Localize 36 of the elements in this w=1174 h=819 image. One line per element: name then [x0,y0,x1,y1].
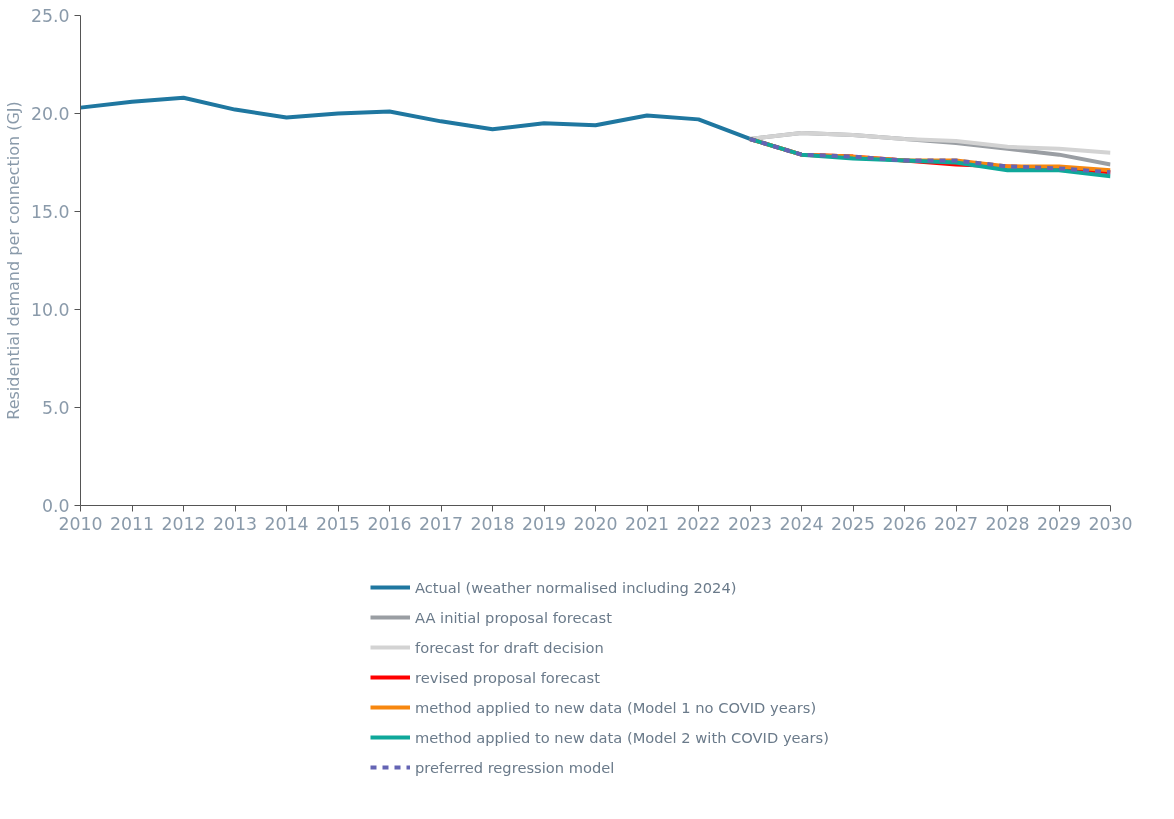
y-tick-label: 15.0 [30,202,70,222]
x-tick-label: 2016 [367,513,412,534]
x-tick-label: 2022 [676,513,721,534]
x-tick-label: 2025 [830,513,876,534]
legend-label: method applied to new data (Model 2 with COVID years) [415,728,829,746]
legend-label: revised proposal forecast [415,668,600,686]
y-tick-label: 0.0 [41,496,70,516]
legend-label: method applied to new data (Model 1 no COVID years) [415,698,817,716]
y-tick-label: 10.0 [30,300,70,320]
x-tick-label: 2027 [933,513,979,534]
x-tick-label: 2010 [58,513,103,534]
x-tick-label: 2013 [212,513,258,534]
legend-label: Actual (weather normalised including 2024) [415,578,737,596]
x-tick-label: 2024 [779,513,824,534]
x-tick-label: 2015 [315,513,361,534]
x-tick-label: 2023 [727,513,773,534]
legend-label: AA initial proposal forecast [415,608,612,626]
x-tick-label: 2020 [573,513,618,534]
x-tick-label: 2028 [985,513,1030,534]
y-tick-label: 20.0 [30,104,70,124]
x-tick-label: 2019 [521,513,567,534]
line-series [80,95,752,141]
y-tick-label: 25.0 [30,6,70,26]
x-tick-label: 2011 [109,513,155,534]
x-tick-label: 2030 [1088,513,1133,534]
x-tick-label: 2021 [624,513,670,534]
legend-label: preferred regression model [415,758,615,776]
x-tick-label: 2026 [882,513,927,534]
legend-label: forecast for draft decision [415,638,604,656]
y-axis-title: Residential demand per connection (GJ) [3,101,23,420]
x-tick-label: 2018 [470,513,515,534]
y-tick-label: 5.0 [41,398,70,418]
x-tick-label: 2012 [161,513,206,534]
x-tick-label: 2017 [418,513,464,534]
x-tick-label: 2029 [1036,513,1082,534]
x-tick-label: 2014 [264,513,309,534]
